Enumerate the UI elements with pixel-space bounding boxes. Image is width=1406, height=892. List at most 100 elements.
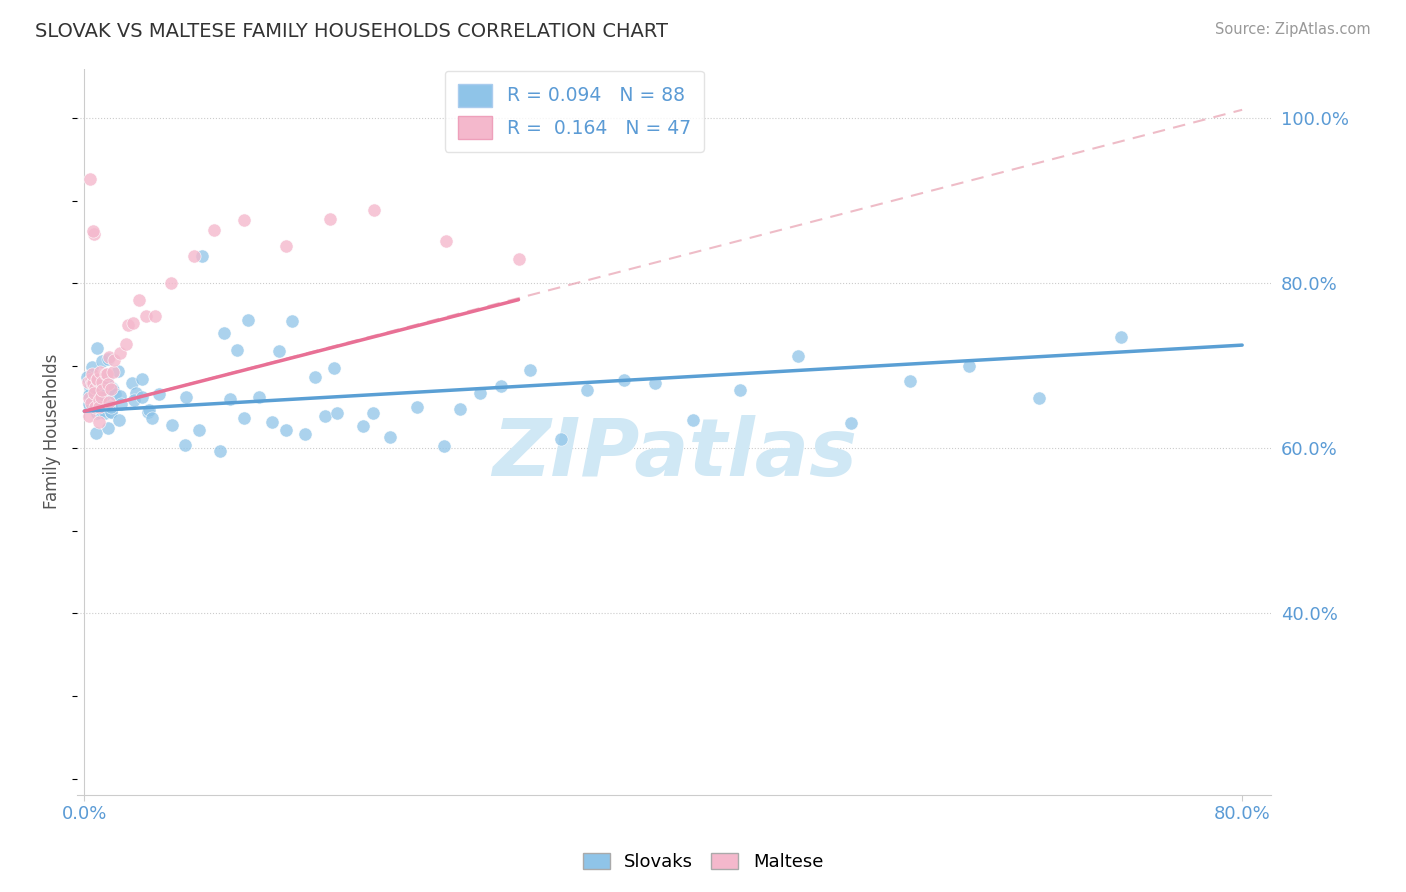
Point: [294, 427, 316, 442]
Point: [326, 406, 349, 420]
Point: [103, 387, 125, 401]
Point: [100, 405, 122, 419]
Point: [352, 418, 374, 433]
Point: [214, 326, 236, 340]
Point: [957, 359, 980, 373]
Point: [576, 383, 599, 397]
Point: [1028, 392, 1050, 406]
Point: [236, 313, 259, 327]
Point: [103, 383, 125, 397]
Point: [83, 382, 105, 396]
Point: [131, 390, 153, 404]
Point: [79, 397, 101, 411]
Point: [314, 409, 336, 423]
Point: [406, 400, 429, 414]
Point: [97, 376, 120, 391]
Point: [138, 403, 160, 417]
Legend: Slovaks, Maltese: Slovaks, Maltese: [575, 846, 831, 879]
Point: [79, 388, 101, 402]
Point: [86, 341, 108, 355]
Point: [89, 393, 111, 408]
Point: [176, 390, 198, 404]
Point: [82, 376, 104, 390]
Point: [82, 376, 104, 390]
Legend: R = 0.094   N = 88, R =  0.164   N = 47: R = 0.094 N = 88, R = 0.164 N = 47: [444, 70, 704, 152]
Point: [100, 400, 122, 414]
Point: [174, 438, 197, 452]
Point: [162, 418, 184, 433]
Point: [274, 423, 297, 437]
Point: [115, 337, 138, 351]
Point: [96, 368, 118, 382]
Point: [76, 369, 98, 384]
Point: [318, 212, 340, 227]
Point: [90, 375, 112, 389]
Text: Source: ZipAtlas.com: Source: ZipAtlas.com: [1215, 22, 1371, 37]
Point: [82, 397, 104, 411]
Point: [103, 353, 125, 368]
Point: [90, 383, 112, 397]
Point: [682, 412, 704, 426]
Point: [122, 317, 145, 331]
Point: [98, 350, 121, 364]
Point: [100, 382, 122, 396]
Point: [94, 401, 117, 416]
Point: [80, 372, 103, 386]
Point: [90, 377, 112, 392]
Point: [125, 385, 148, 400]
Point: [550, 432, 572, 446]
Point: [136, 404, 159, 418]
Text: ZIPatlas: ZIPatlas: [492, 415, 856, 492]
Point: [269, 344, 291, 359]
Point: [77, 375, 100, 389]
Point: [94, 367, 117, 381]
Point: [613, 374, 636, 388]
Point: [107, 364, 129, 378]
Point: [281, 314, 304, 328]
Point: [86, 374, 108, 388]
Point: [83, 401, 105, 415]
Point: [141, 410, 163, 425]
Point: [82, 386, 104, 401]
Point: [96, 370, 118, 384]
Point: [82, 360, 104, 375]
Point: [131, 372, 153, 386]
Point: [122, 392, 145, 407]
Point: [79, 172, 101, 186]
Point: [89, 401, 111, 415]
Point: [86, 372, 108, 386]
Point: [508, 252, 530, 266]
Point: [89, 390, 111, 404]
Point: [80, 395, 103, 409]
Point: [786, 349, 808, 363]
Point: [226, 343, 249, 357]
Point: [135, 309, 157, 323]
Point: [1109, 330, 1132, 344]
Point: [91, 354, 114, 368]
Point: [87, 384, 110, 398]
Point: [304, 370, 326, 384]
Point: [83, 386, 105, 401]
Point: [83, 391, 105, 405]
Point: [159, 277, 181, 291]
Point: [86, 406, 108, 420]
Point: [82, 224, 104, 238]
Point: [79, 409, 101, 423]
Point: [103, 365, 125, 379]
Point: [728, 384, 751, 398]
Point: [183, 249, 205, 263]
Point: [191, 249, 214, 263]
Text: SLOVAK VS MALTESE FAMILY HOUSEHOLDS CORRELATION CHART: SLOVAK VS MALTESE FAMILY HOUSEHOLDS CORR…: [35, 22, 668, 41]
Point: [108, 389, 131, 403]
Point: [187, 424, 209, 438]
Point: [87, 405, 110, 419]
Point: [79, 380, 101, 394]
Point: [363, 202, 385, 217]
Point: [87, 392, 110, 407]
Point: [94, 406, 117, 420]
Point: [433, 439, 456, 453]
Point: [83, 227, 105, 241]
Point: [87, 415, 110, 429]
Point: [262, 415, 284, 429]
Point: [449, 402, 471, 417]
